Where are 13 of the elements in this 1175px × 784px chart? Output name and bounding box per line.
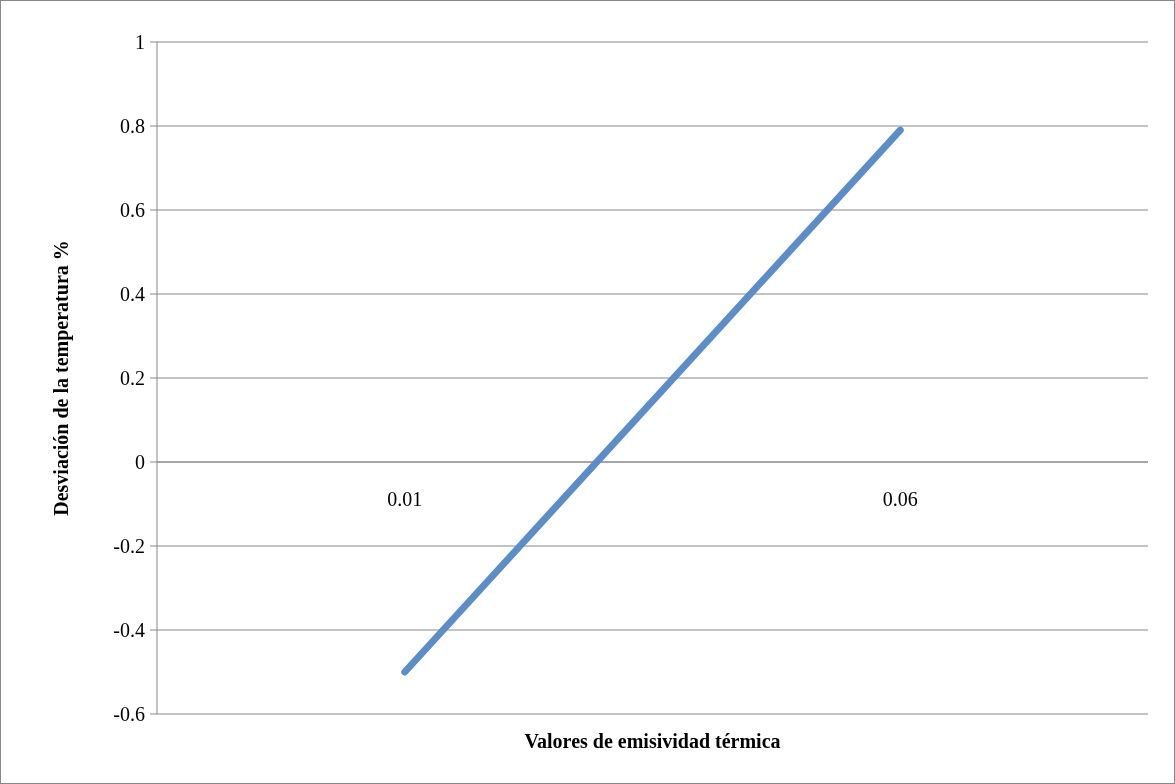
y-tick-label: 0.4	[120, 283, 145, 305]
x-axis-title: Valores de emisividad térmica	[524, 730, 781, 752]
y-tick-label: 1	[135, 31, 145, 53]
x-tick-label: 0.01	[387, 488, 423, 510]
y-tick-label: -0.6	[113, 703, 145, 725]
y-tick-label: -0.4	[113, 619, 145, 641]
y-tick-label: 0.8	[120, 115, 145, 137]
y-tick-label: 0.6	[120, 199, 145, 221]
y-tick-label: -0.2	[113, 535, 145, 557]
y-tick-label: 0	[135, 451, 145, 473]
x-tick-label: 0.06	[882, 488, 918, 510]
y-axis-title: Desviación de la temperatura %	[50, 240, 73, 516]
y-tick-label: 0.2	[120, 367, 145, 389]
